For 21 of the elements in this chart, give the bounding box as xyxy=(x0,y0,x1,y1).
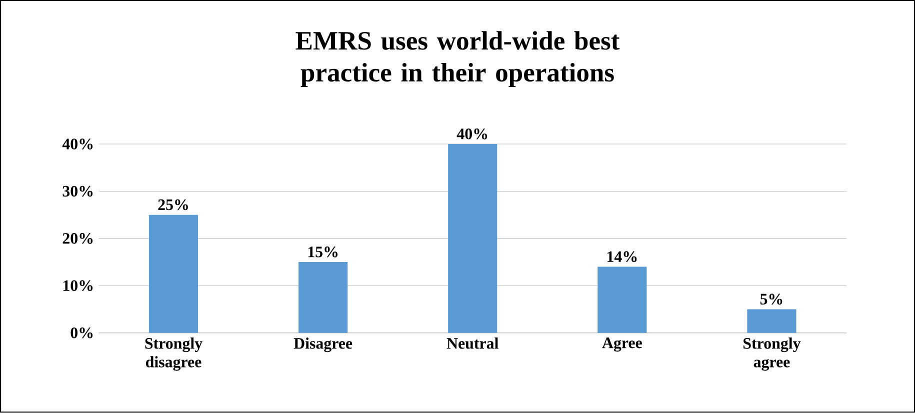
data-label: 5% xyxy=(760,294,782,305)
bar xyxy=(148,214,198,334)
y-tick-label: 30% xyxy=(62,186,93,197)
x-tick-label: Strongly agree xyxy=(744,338,801,371)
x-tick-label: Agree xyxy=(602,338,642,352)
y-tick-label: 0% xyxy=(70,328,93,338)
bar xyxy=(598,266,647,334)
y-tick-label: 10% xyxy=(63,280,93,292)
bar xyxy=(747,309,796,334)
chart-title: EMRS uses world-wide best practice in their operations xyxy=(296,31,620,88)
x-tick-label: Strongly disagree xyxy=(145,338,202,371)
data-label: 15% xyxy=(308,246,338,258)
y-tick-label: 20% xyxy=(62,233,93,244)
bar xyxy=(298,262,348,334)
y-tick-label: 40% xyxy=(62,138,93,150)
data-label: 40% xyxy=(456,128,488,140)
bar xyxy=(448,144,498,334)
data-label: 25% xyxy=(158,199,188,210)
data-label: 14% xyxy=(608,251,637,262)
x-tick-label: Neutral xyxy=(446,338,498,349)
x-tick-label: Disagree xyxy=(294,338,352,352)
